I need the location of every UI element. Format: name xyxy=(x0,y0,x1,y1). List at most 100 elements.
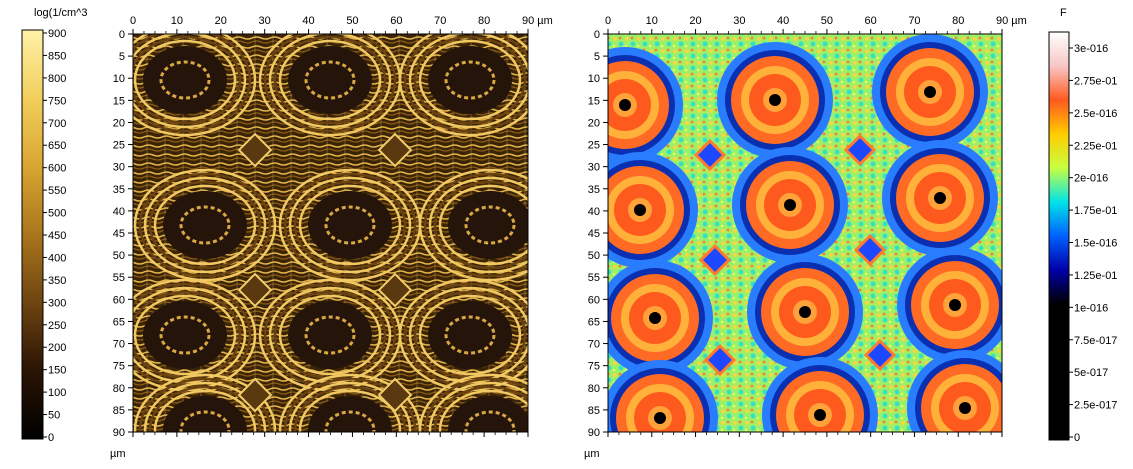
right-plot-y-tick-label: 50 xyxy=(588,250,600,262)
right-plot-y-tick-label: 75 xyxy=(588,361,600,373)
right-colorbar-tick-label: 1.75e-01 xyxy=(1074,205,1117,217)
left-plot-y-tick-label: 30 xyxy=(113,162,125,174)
right-colorbar-tick-label: 2.75e-01 xyxy=(1074,75,1117,87)
right-plot-x-tick-label: 20 xyxy=(689,15,701,27)
left-plot-y-tick-label: 0 xyxy=(119,29,125,41)
left-plot-x-tick-label: 50 xyxy=(346,15,358,27)
left-plot-x-tick-label: 0 xyxy=(130,15,136,27)
right-colorbar-tick-label: 3e-016 xyxy=(1074,43,1108,55)
right-plot-y-tick-label: 0 xyxy=(594,29,600,41)
left-colorbar-tick-label: 150 xyxy=(48,365,66,377)
right-plot-y-tick-label: 60 xyxy=(588,294,600,306)
left-plot-x-tick-label: 40 xyxy=(302,15,314,27)
left-y-unit: µm xyxy=(110,448,126,460)
right-plot-x-tick-label: 10 xyxy=(646,15,658,27)
left-plot-y-tick-label: 50 xyxy=(113,250,125,262)
right-colorbar-tick-label: 2e-016 xyxy=(1074,173,1108,185)
left-colorbar-tick-label: 750 xyxy=(48,95,66,107)
right-plot-y-tick-label: 90 xyxy=(588,427,600,439)
left-colorbar-tick-label: 400 xyxy=(48,252,66,264)
left-plot-x-tick-label: 30 xyxy=(259,15,271,27)
right-plot-y-tick-label: 15 xyxy=(588,95,600,107)
right-y-unit: µm xyxy=(584,448,600,460)
right-colorbar-tick-label: 5e-017 xyxy=(1074,367,1108,379)
left-plot-x-tick-label: 10 xyxy=(171,15,183,27)
right-plot-x-tick-label: 0 xyxy=(605,15,611,27)
left-heatmap-image xyxy=(133,34,528,432)
left-colorbar-tick-label: 200 xyxy=(48,342,66,354)
left-colorbar-tick-label: 50 xyxy=(48,410,60,422)
right-plot: 0 10 20 30 40 50 60 70 80 90 µm 0 5 10 15 20 25 30 35 40 45… xyxy=(584,15,1027,460)
right-plot-y-tick-label: 20 xyxy=(588,117,600,129)
left-plot-x-tick-label: 90 µm xyxy=(522,15,553,27)
left-plot: 0 10 20 30 40 50 60 70 80 90 µm 0 5 10 15 20 25 30 35 40 45… xyxy=(110,15,553,460)
left-colorbar-tick-label: 450 xyxy=(48,230,66,242)
left-colorbar-tick-label: 850 xyxy=(48,50,66,62)
right-heatmap-image xyxy=(608,34,1002,432)
left-colorbar-gradient xyxy=(21,29,44,440)
left-plot-x-tick-label: 20 xyxy=(215,15,227,27)
right-colorbar-tick-label: 7.5e-017 xyxy=(1074,335,1117,347)
right-colorbar-tick-label: 2.25e-01 xyxy=(1074,140,1117,152)
right-colorbar: F 3e-016 2.75e-01 2.5e-016 2.25e-01 2e-016 1.… xyxy=(1048,7,1117,444)
right-plot-y-tick-label: 55 xyxy=(588,272,600,284)
left-colorbar-tick-label: 600 xyxy=(48,163,66,175)
right-plot-y-tick-label: 85 xyxy=(588,405,600,417)
left-plot-x-tick-label: 80 xyxy=(478,15,490,27)
right-plot-y-tick-label: 70 xyxy=(588,339,600,351)
right-plot-y-tick-label: 40 xyxy=(588,206,600,218)
left-plot-y-tick-label: 80 xyxy=(113,383,125,395)
right-colorbar-title: F xyxy=(1060,7,1067,19)
right-plot-x-tick-label: 50 xyxy=(821,15,833,27)
right-plot-y-tick-label: 30 xyxy=(588,162,600,174)
left-plot-y-tick-label: 40 xyxy=(113,206,125,218)
right-plot-y-tick-label: 5 xyxy=(594,51,600,63)
left-plot-y-tick-label: 90 xyxy=(113,427,125,439)
right-colorbar-tick-label: 2.5e-017 xyxy=(1074,400,1117,412)
left-colorbar-tick-label: 0 xyxy=(48,432,54,444)
left-plot-y-tick-label: 65 xyxy=(113,316,125,328)
left-plot-y-tick-label: 55 xyxy=(113,272,125,284)
left-colorbar-tick-label: 900 xyxy=(48,28,66,40)
left-colorbar-tick-label: 100 xyxy=(48,387,66,399)
right-plot-y-tick-label: 65 xyxy=(588,316,600,328)
left-colorbar-tick-label: 700 xyxy=(48,118,66,130)
left-colorbar-tick-label: 650 xyxy=(48,140,66,152)
left-plot-y-tick-label: 5 xyxy=(119,51,125,63)
left-colorbar-tick-label: 800 xyxy=(48,73,66,85)
left-colorbar-tick-label: 250 xyxy=(48,320,66,332)
right-plot-y-tick-label: 45 xyxy=(588,228,600,240)
left-colorbar: log(1/cm^3 90085080075070065060055050045… xyxy=(21,7,87,444)
left-plot-x-tick-label: 60 xyxy=(390,15,402,27)
left-plot-y-tick-label: 85 xyxy=(113,405,125,417)
left-plot-y-tick-label: 15 xyxy=(113,95,125,107)
right-colorbar-tick-label: 1.5e-016 xyxy=(1074,238,1117,250)
left-colorbar-tick-label: 350 xyxy=(48,275,66,287)
left-colorbar-tick-label: 550 xyxy=(48,185,66,197)
right-colorbar-tick-label: 0 xyxy=(1074,432,1080,444)
left-colorbar-tick-label: 300 xyxy=(48,297,66,309)
left-colorbar-title: log(1/cm^3 xyxy=(34,7,87,19)
right-plot-x-tick-label: 40 xyxy=(777,15,789,27)
left-plot-x-tick-label: 70 xyxy=(434,15,446,27)
left-plot-y-tick-label: 10 xyxy=(113,73,125,85)
left-plot-y-tick-label: 60 xyxy=(113,294,125,306)
left-plot-y-tick-label: 75 xyxy=(113,361,125,373)
right-colorbar-tick-label: 2.5e-016 xyxy=(1074,108,1117,120)
right-plot-x-tick-label: 80 xyxy=(952,15,964,27)
left-plot-y-tick-label: 20 xyxy=(113,117,125,129)
right-plot-y-tick-label: 25 xyxy=(588,140,600,152)
right-plot-y-tick-label: 80 xyxy=(588,383,600,395)
right-plot-x-tick-label: 90 µm xyxy=(996,15,1027,27)
left-plot-y-tick-label: 70 xyxy=(113,339,125,351)
right-plot-y-tick-label: 10 xyxy=(588,73,600,85)
right-plot-x-tick-label: 30 xyxy=(733,15,745,27)
left-colorbar-tick-label: 500 xyxy=(48,208,66,220)
right-colorbar-tick-label: 1e-016 xyxy=(1074,302,1108,314)
left-plot-y-tick-label: 45 xyxy=(113,228,125,240)
left-plot-y-tick-label: 35 xyxy=(113,184,125,196)
right-plot-x-tick-label: 70 xyxy=(908,15,920,27)
right-colorbar-tick-label: 1.25e-01 xyxy=(1074,270,1117,282)
right-plot-y-tick-label: 35 xyxy=(588,184,600,196)
